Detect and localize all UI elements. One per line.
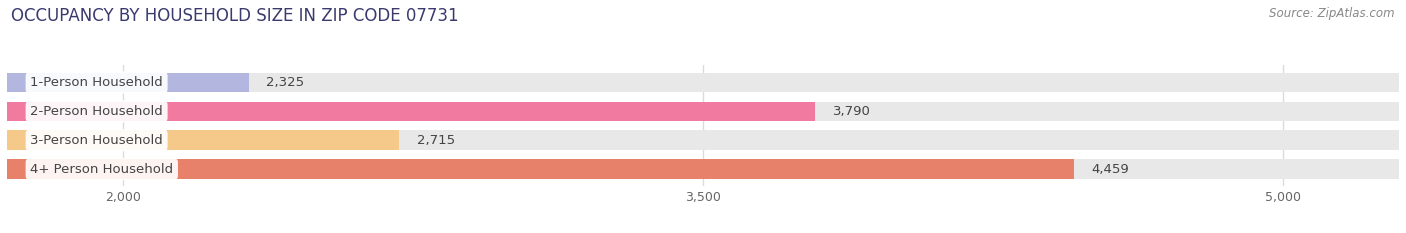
Bar bbox=[7, 130, 399, 150]
Text: 2-Person Household: 2-Person Household bbox=[30, 105, 163, 118]
Text: Source: ZipAtlas.com: Source: ZipAtlas.com bbox=[1270, 7, 1395, 20]
Text: 4+ Person Household: 4+ Person Household bbox=[30, 163, 173, 176]
Text: 3-Person Household: 3-Person Household bbox=[30, 134, 163, 147]
Text: 3,790: 3,790 bbox=[832, 105, 870, 118]
Text: 1-Person Household: 1-Person Household bbox=[30, 76, 163, 89]
Bar bbox=[7, 73, 1399, 92]
Text: OCCUPANCY BY HOUSEHOLD SIZE IN ZIP CODE 07731: OCCUPANCY BY HOUSEHOLD SIZE IN ZIP CODE … bbox=[11, 7, 458, 25]
Bar bbox=[7, 159, 1074, 179]
Bar bbox=[7, 102, 815, 121]
Bar bbox=[7, 73, 249, 92]
Text: 4,459: 4,459 bbox=[1091, 163, 1129, 176]
Bar bbox=[7, 130, 1399, 150]
Text: 2,715: 2,715 bbox=[416, 134, 456, 147]
Bar bbox=[7, 159, 1399, 179]
Text: 2,325: 2,325 bbox=[266, 76, 304, 89]
Bar bbox=[7, 102, 1399, 121]
